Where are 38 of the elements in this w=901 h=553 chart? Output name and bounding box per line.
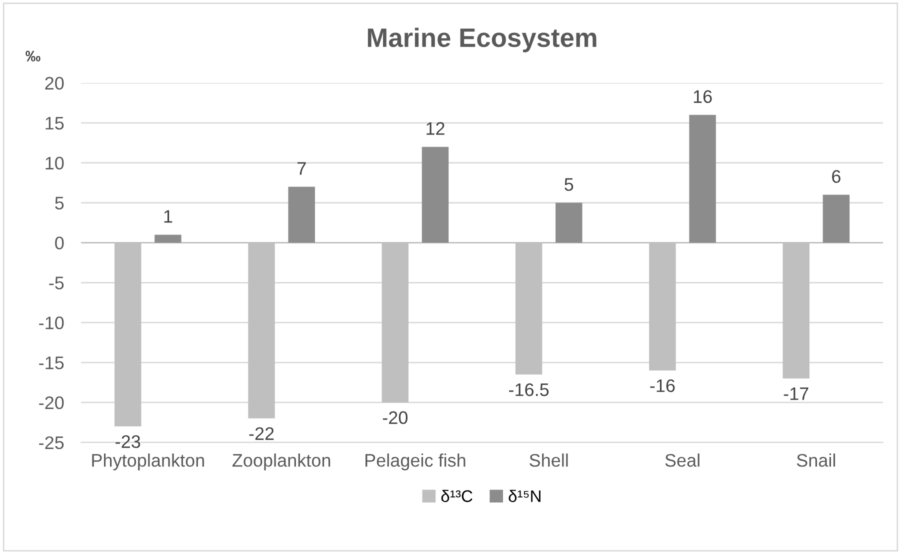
data-label: -22 <box>249 427 274 440</box>
x-tick-label: Pelageic fish <box>366 454 466 470</box>
data-label: 7 <box>298 162 306 175</box>
bar <box>422 146 449 243</box>
y-tick-label: -25 <box>39 436 64 450</box>
bar <box>556 202 582 243</box>
data-label: 16 <box>694 90 712 103</box>
y-tick-label: 15 <box>46 117 64 130</box>
x-tick-label: Snail <box>796 454 836 467</box>
data-label: -16 <box>650 379 675 392</box>
chart-title: Marine Ecosystem <box>368 28 596 52</box>
data-label: 1 <box>164 210 172 223</box>
y-tick-label: 0 <box>55 236 64 250</box>
data-label: -17 <box>784 387 808 400</box>
y-tick-label: -10 <box>39 316 64 330</box>
data-label: 6 <box>832 170 840 183</box>
y-tick-label: 20 <box>45 76 64 90</box>
data-label: 12 <box>426 122 444 135</box>
y-axis-title: ‰ <box>26 50 40 62</box>
bar <box>154 234 182 243</box>
bar <box>689 114 716 243</box>
x-tick-label: Seal <box>665 454 700 467</box>
y-tick-label: 5 <box>55 196 64 210</box>
data-label: -20 <box>382 411 408 424</box>
y-tick-label: -15 <box>39 356 64 370</box>
y-tick-label: 10 <box>46 156 64 170</box>
y-tick-label: -5 <box>49 276 64 290</box>
bar <box>288 186 315 243</box>
data-label: -16.5 <box>509 383 549 396</box>
x-tick-label: Zooplankton <box>232 454 330 470</box>
legend-label: δ¹⁵N <box>508 490 540 502</box>
y-tick-label: -20 <box>39 396 64 410</box>
x-tick-label: Shell <box>530 454 568 467</box>
data-label: 5 <box>564 178 574 191</box>
legend-label: δ¹³C <box>441 490 472 502</box>
bar <box>822 194 850 243</box>
x-tick-label: Phytoplankton <box>92 454 204 470</box>
data-label: -23 <box>116 435 140 448</box>
